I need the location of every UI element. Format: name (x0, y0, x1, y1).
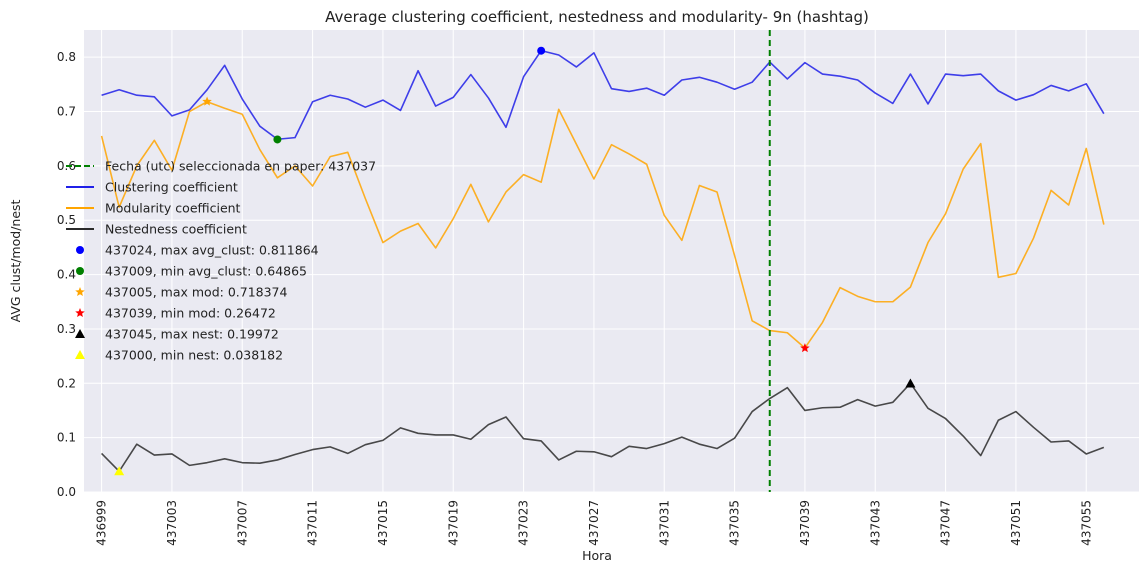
y-tick-label: 0.2 (57, 376, 76, 390)
legend-marker-swatch (76, 246, 84, 254)
marker-star (202, 96, 212, 106)
x-tick-label: 437051 (1009, 500, 1023, 546)
marker-triangle (905, 378, 916, 388)
legend-entry-label: 437024, max avg_clust: 0.811864 (105, 243, 319, 258)
legend-entry-label: Clustering coefficient (105, 180, 238, 195)
x-tick-label: 437015 (376, 500, 390, 546)
legend-entry-label: 437045, max nest: 0.19972 (105, 327, 279, 342)
modularity-coefficient-line (100, 100, 1105, 349)
marker-layer (114, 46, 916, 476)
y-tick-label: 0.1 (57, 431, 76, 445)
legend-entry-label: Modularity coefficient (105, 201, 241, 216)
legend: Fecha (utc) seleccionada en paper: 43703… (66, 159, 376, 363)
legend-entry-label: Nestedness coefficient (105, 222, 247, 237)
y-tick-label: 0.8 (57, 50, 76, 64)
x-tick-label: 437003 (165, 500, 179, 546)
y-tick-label: 0.4 (57, 268, 76, 282)
series-layer (100, 30, 1105, 492)
legend-marker-swatch (76, 267, 84, 275)
x-tick-label: 437043 (868, 500, 882, 546)
legend-marker-swatch (75, 329, 85, 338)
clustering-coefficient-line (101, 49, 1105, 141)
x-axis-label: Hora (582, 548, 612, 563)
marker-circle (537, 46, 546, 55)
legend-entry-label: 437009, min avg_clust: 0.64865 (105, 264, 307, 279)
x-tick-label: 437039 (798, 500, 812, 546)
x-tick-label: 437011 (306, 500, 320, 546)
y-tick-label: 0.7 (57, 105, 76, 119)
marker-circle (273, 135, 282, 144)
legend-marker-swatch (75, 350, 85, 359)
y-tick-label: 0.5 (57, 213, 76, 227)
y-tick-label: 0.0 (57, 485, 76, 499)
grid (84, 30, 1139, 493)
y-tick-label: 0.3 (57, 322, 76, 336)
legend-entry-label: 437000, min nest: 0.038182 (105, 348, 283, 363)
chart-title: Average clustering coefficient, nestedne… (325, 8, 869, 26)
x-tick-label: 437007 (235, 500, 249, 546)
legend-entry-label: 437039, min mod: 0.26472 (105, 306, 276, 321)
x-tick-label: 437047 (939, 500, 953, 546)
x-tick-label: 437023 (517, 500, 531, 546)
x-tick-label: 437035 (728, 500, 742, 546)
x-axis: 436999 437003 437007 437011 437015 437019 4370… (95, 500, 1094, 546)
x-tick-label: 437031 (657, 500, 671, 546)
legend-marker-swatch (75, 287, 85, 297)
x-tick-label: 437019 (446, 500, 460, 546)
x-tick-label: 436999 (95, 500, 109, 546)
x-tick-label: 437027 (587, 500, 601, 546)
nestedness-coefficient-line (101, 382, 1105, 473)
legend-marker-swatch (75, 308, 85, 318)
x-tick-label: 437055 (1079, 500, 1093, 546)
y-axis: 0.00.10.20.30.40.50.60.70.8 (57, 50, 76, 499)
marker-triangle (114, 466, 125, 476)
legend-entry-label: Fecha (utc) seleccionada en paper: 43703… (105, 159, 376, 174)
marker-star (800, 343, 810, 353)
y-axis-label: AVG clust/mod/nest (8, 199, 23, 322)
plot-background (84, 30, 1139, 492)
legend-entry-label: 437005, max mod: 0.718374 (105, 285, 288, 300)
